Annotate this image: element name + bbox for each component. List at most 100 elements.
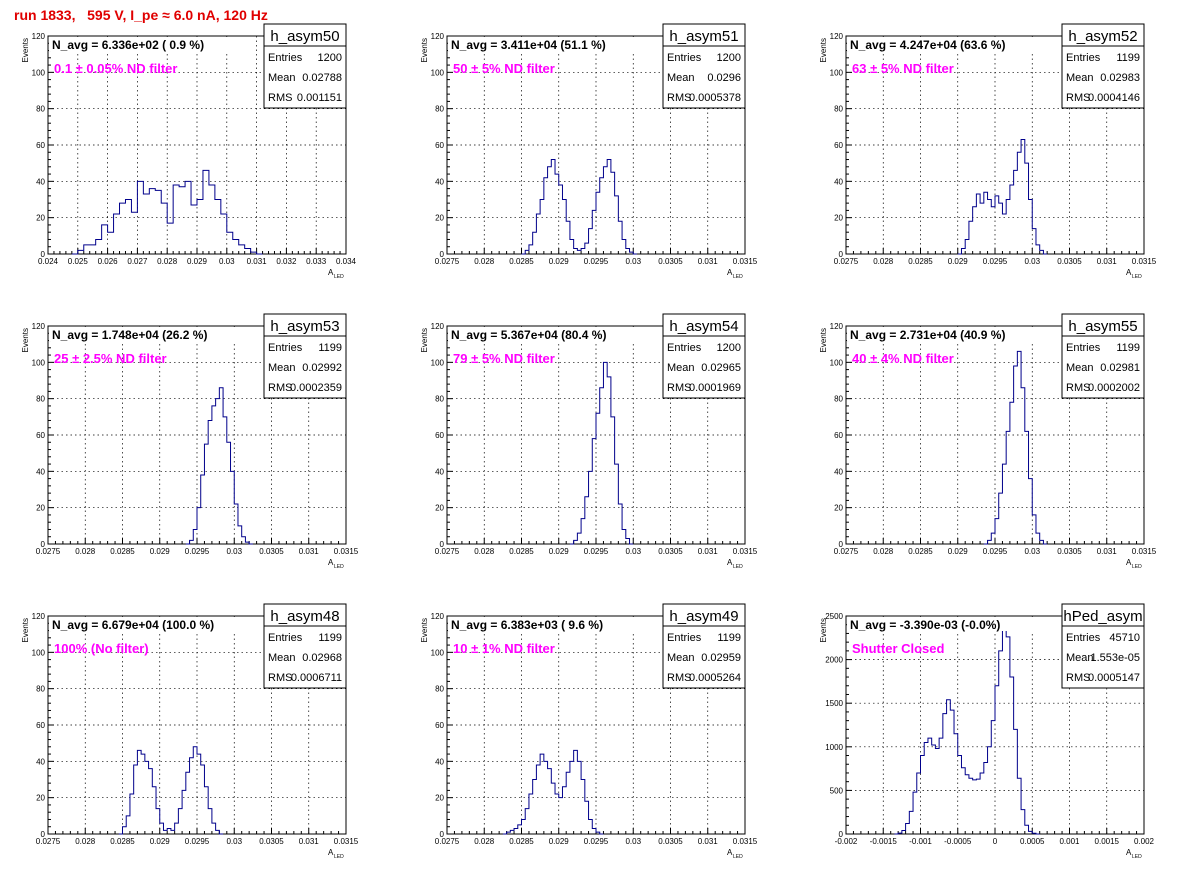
histogram-bin xyxy=(991,533,995,544)
histogram-bin xyxy=(190,540,194,544)
y-tick-label: 60 xyxy=(435,431,444,440)
histogram-bin xyxy=(935,749,939,834)
filter-annotation: 10 ± 1% ND filter xyxy=(453,641,555,656)
stat-label: Mean xyxy=(1066,362,1094,374)
stat-label: Entries xyxy=(268,342,303,354)
y-tick-label: 20 xyxy=(834,504,843,513)
histogram-bin xyxy=(566,221,570,254)
x-tick-label: 0.0305 xyxy=(658,837,683,846)
x-tick-label: 0.03 xyxy=(226,547,242,556)
stat-label: Entries xyxy=(268,632,303,644)
x-tick-label: 0.031 xyxy=(299,837,320,846)
x-tick-label: 0.029 xyxy=(150,547,171,556)
y-tick-label: 80 xyxy=(435,395,444,404)
stat-label: Mean xyxy=(268,72,296,84)
histogram-bin xyxy=(626,249,630,254)
x-tick-label: 0.0295 xyxy=(185,547,210,556)
x-tick-label: 0.0305 xyxy=(658,257,683,266)
histogram-bin xyxy=(90,245,96,254)
x-tick-label: 0.0305 xyxy=(259,547,284,556)
y-tick-label: 80 xyxy=(435,105,444,114)
histogram-bin xyxy=(544,761,548,834)
histogram-bin xyxy=(622,239,626,254)
histogram-bin xyxy=(581,519,585,544)
histogram-bin xyxy=(156,809,160,834)
histogram-bin xyxy=(212,406,216,544)
stat-label: RMS xyxy=(268,672,292,684)
stat-label: Mean xyxy=(1066,652,1094,664)
navg-background xyxy=(49,617,249,631)
histogram-bin xyxy=(1040,250,1044,254)
x-tick-label: 0.031 xyxy=(247,257,268,266)
x-tick-label: 0.03 xyxy=(625,837,641,846)
histogram-bin xyxy=(185,181,191,254)
x-tick-label: 0.0275 xyxy=(834,257,859,266)
filter-annotation: 79 ± 5% ND filter xyxy=(453,351,555,366)
y-tick-label: 0 xyxy=(41,250,46,259)
histogram-bin xyxy=(607,160,611,254)
histogram-bin xyxy=(544,178,548,254)
histogram-bin xyxy=(190,758,194,834)
histogram-bin xyxy=(173,185,179,254)
histogram-bin xyxy=(585,801,589,834)
x-tick-label: 0.032 xyxy=(276,257,297,266)
histogram-series xyxy=(118,746,224,835)
histogram-bin xyxy=(999,493,1003,544)
x-tick-label: 0.0315 xyxy=(334,547,359,556)
histogram-bin xyxy=(525,809,529,834)
x-tick-label: 0.029 xyxy=(948,257,969,266)
y-tick-label: 120 xyxy=(431,612,445,621)
histogram-bin xyxy=(96,239,102,254)
x-tick-label: 0.0305 xyxy=(259,837,284,846)
y-tick-label: 40 xyxy=(36,177,45,186)
y-tick-label: 0 xyxy=(440,540,445,549)
stat-value: 0.0296 xyxy=(707,72,741,84)
x-tick-label: 0.0305 xyxy=(1057,257,1082,266)
navg-background xyxy=(847,327,1047,341)
histogram-bin xyxy=(1040,540,1044,544)
x-tick-label: 0.0015 xyxy=(1095,837,1120,846)
stat-value: 1199 xyxy=(318,632,342,644)
histogram-bin xyxy=(242,537,246,544)
histogram-bin xyxy=(510,830,514,834)
histogram-bin xyxy=(924,742,928,834)
histogram-bin xyxy=(209,185,215,254)
x-tick-label: 0 xyxy=(993,837,998,846)
stat-value: 0.0002002 xyxy=(1088,382,1140,394)
x-tick-label: 0.03 xyxy=(1024,257,1040,266)
navg-background xyxy=(448,617,648,631)
histogram-bin xyxy=(1006,637,1010,834)
histogram-series xyxy=(983,350,1048,545)
stats-box xyxy=(263,603,347,689)
stats-box xyxy=(1061,313,1145,399)
filter-annotation: 40 ± 4% ND filter xyxy=(852,351,954,366)
histogram-bin xyxy=(902,831,906,834)
x-axis-title: A xyxy=(328,848,334,857)
histogram-bin xyxy=(954,734,958,834)
y-tick-label: 120 xyxy=(431,322,445,331)
histogram-bin xyxy=(1021,140,1025,254)
histogram-bin xyxy=(130,794,134,834)
x-tick-label: 0.0285 xyxy=(908,547,933,556)
histogram-bin xyxy=(909,811,913,834)
y-axis-title: Events xyxy=(420,618,429,642)
histogram-bin xyxy=(208,809,212,834)
histogram-bin xyxy=(171,830,175,834)
y-tick-label: 20 xyxy=(36,214,45,223)
histogram-bin xyxy=(221,214,227,254)
histogram-bin xyxy=(932,745,936,834)
stat-value: 1199 xyxy=(1116,342,1140,354)
histogram-bin xyxy=(555,794,559,834)
histogram-bin xyxy=(201,765,205,834)
stat-value: 0.0005264 xyxy=(689,672,741,684)
stat-label: Entries xyxy=(667,52,702,64)
histogram-bin xyxy=(943,714,947,834)
histogram-bin xyxy=(581,249,585,254)
histogram-bin xyxy=(179,187,185,254)
histogram-bin xyxy=(1002,626,1006,834)
y-tick-label: 80 xyxy=(36,685,45,694)
y-tick-label: 40 xyxy=(435,177,444,186)
stat-value: 0.001151 xyxy=(297,92,342,104)
stats-box xyxy=(662,603,746,689)
x-tick-label: 0.033 xyxy=(306,257,327,266)
